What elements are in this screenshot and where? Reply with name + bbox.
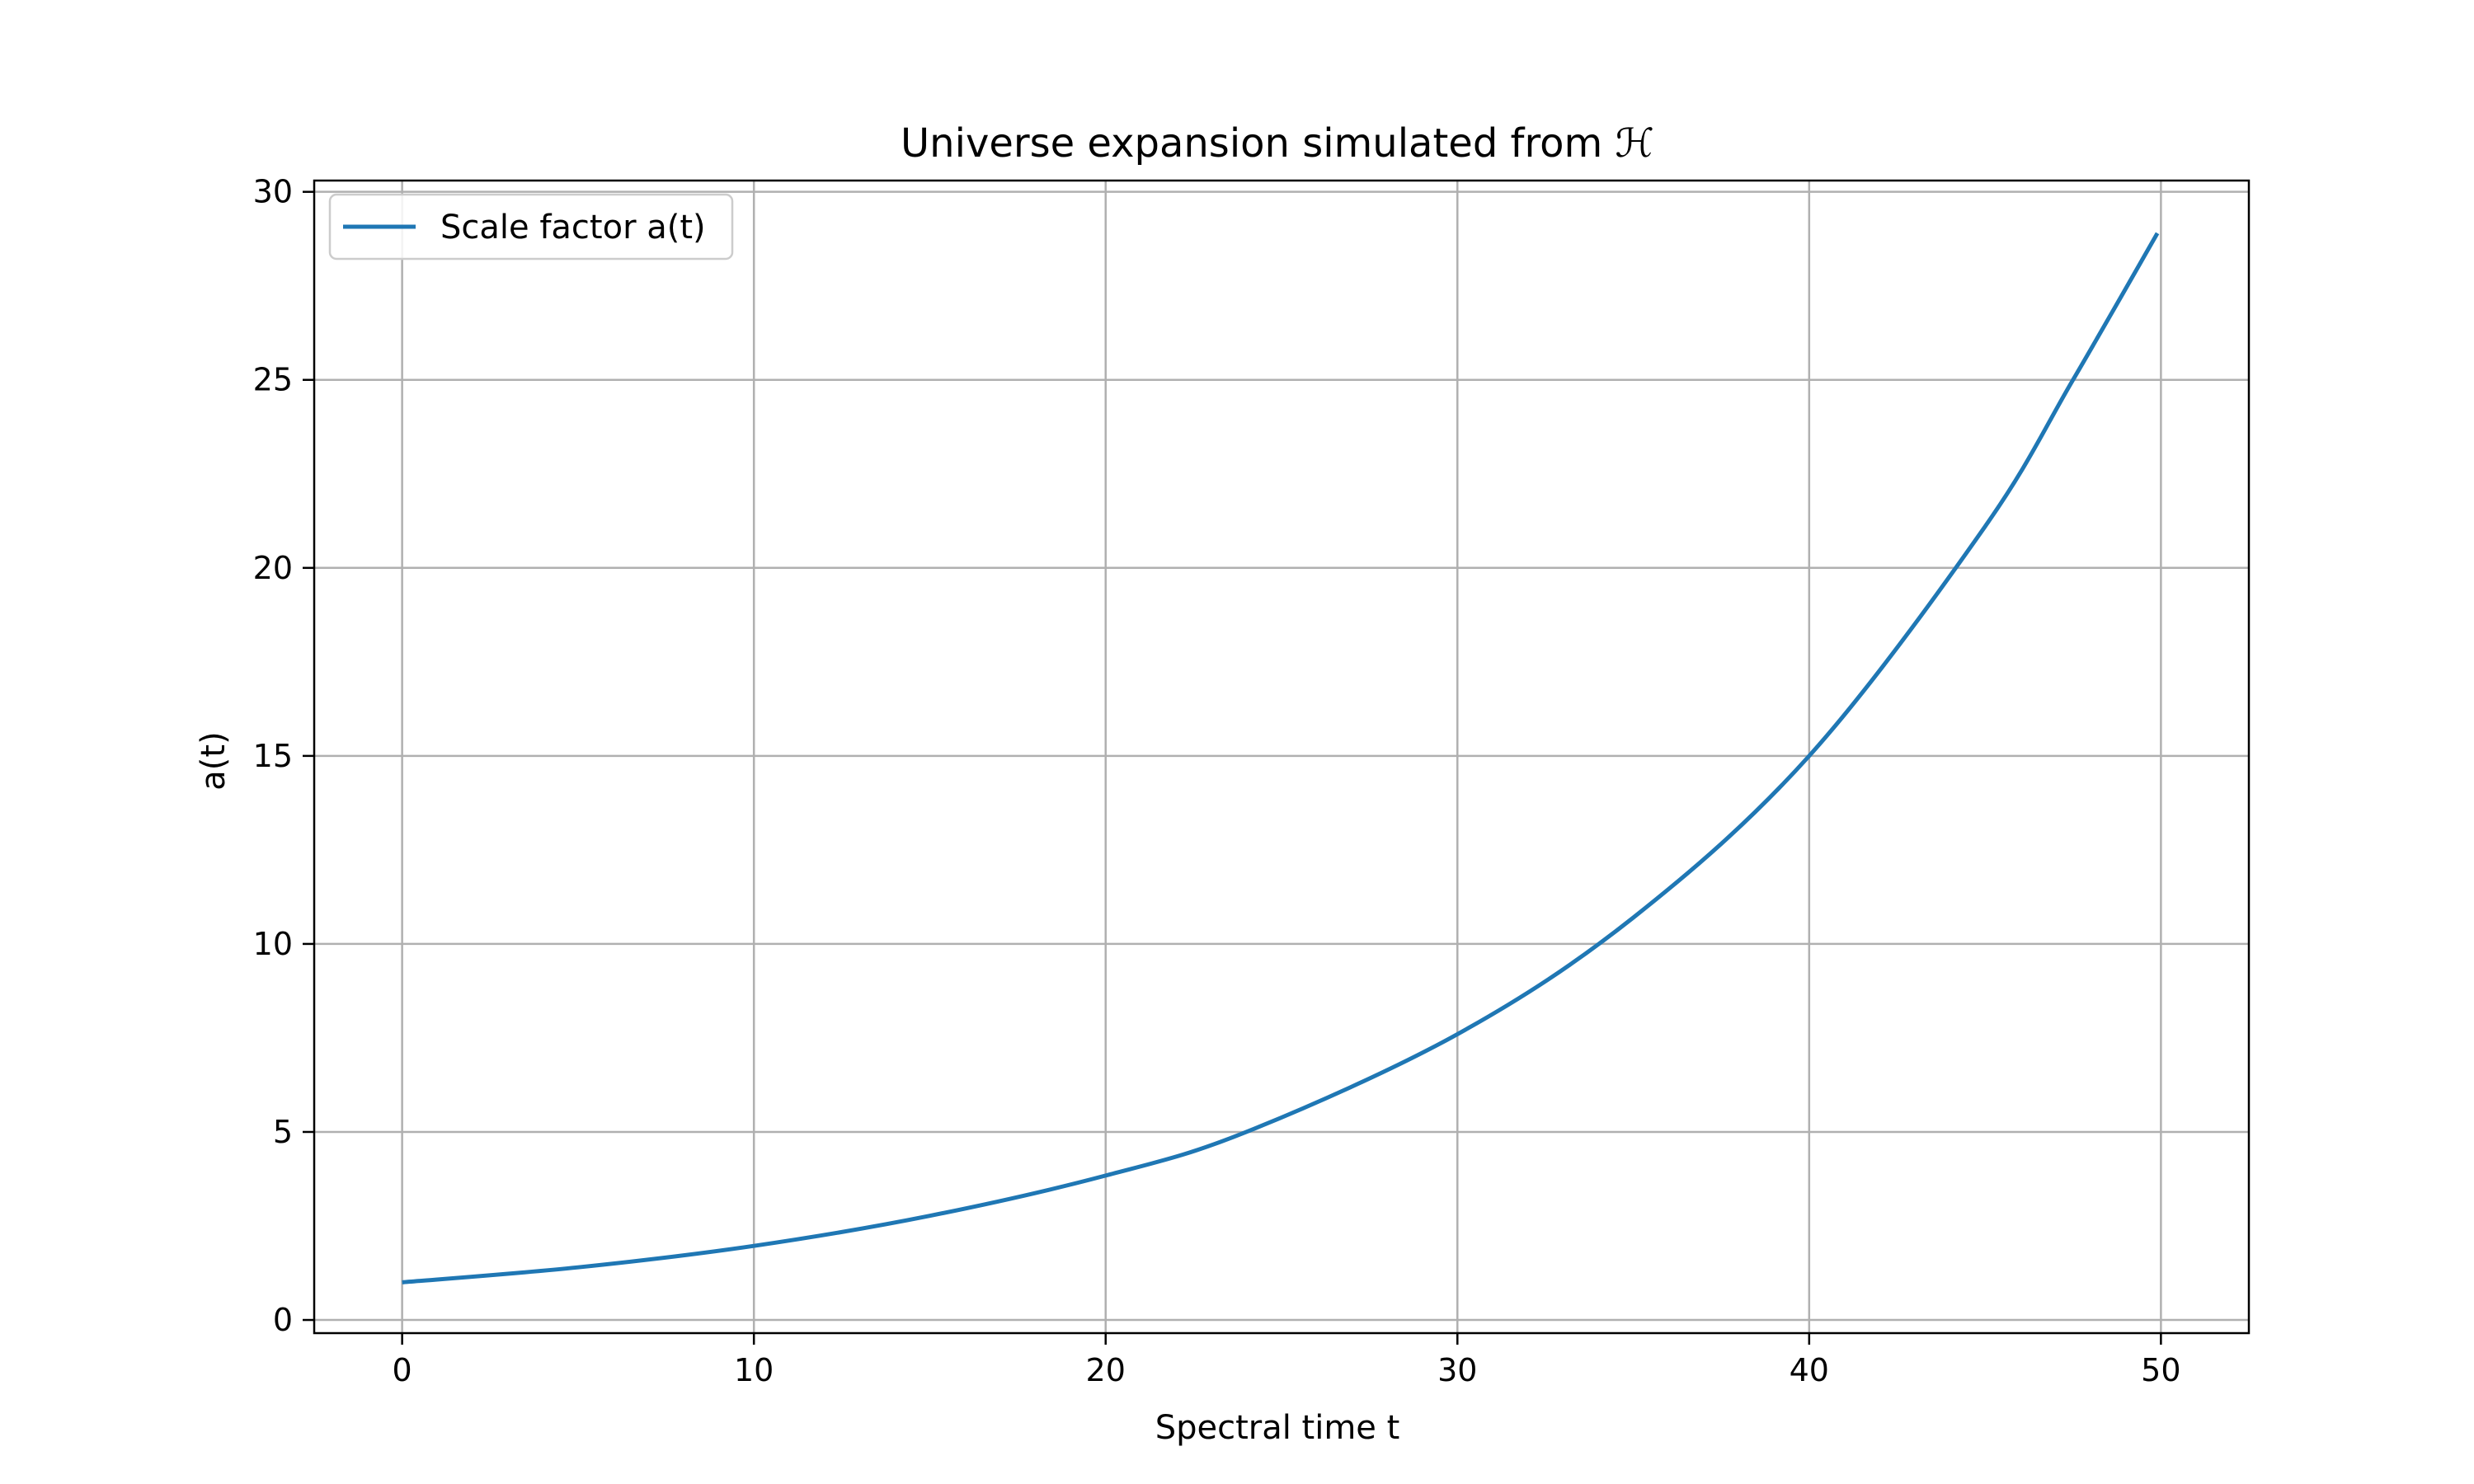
- y-tick-label: 15: [253, 738, 293, 774]
- y-tick-label: 10: [253, 926, 293, 962]
- x-tick-label: 10: [734, 1352, 774, 1388]
- y-tick-label: 5: [273, 1114, 293, 1150]
- series-line-scale-factor: [402, 232, 2160, 1284]
- x-axis-label: Spectral time t: [1155, 1409, 1400, 1447]
- axis-ticks: 0 10 20 30 40 50 0 5 10 15 20 25 30: [253, 174, 2181, 1388]
- y-tick-label: 20: [253, 550, 293, 586]
- x-tick-label: 50: [2141, 1352, 2180, 1388]
- legend-entry-scale-factor: Scale factor a(t): [440, 209, 706, 247]
- x-tick-label: 0: [393, 1352, 412, 1388]
- y-tick-label: 0: [273, 1302, 293, 1338]
- x-tick-label: 40: [1790, 1352, 1829, 1388]
- series-lines: [402, 232, 2160, 1284]
- y-axis-label: a(t): [195, 731, 233, 790]
- y-tick-label: 25: [253, 362, 293, 398]
- x-tick-label: 30: [1437, 1352, 1477, 1388]
- y-tick-label: 30: [253, 174, 293, 210]
- x-tick-label: 20: [1086, 1352, 1126, 1388]
- grid: [314, 181, 2249, 1333]
- legend-box: [328, 193, 734, 261]
- legend: Scale factor a(t): [328, 193, 734, 261]
- chart-title: Universe expansion simulated from ℋ: [901, 120, 1654, 167]
